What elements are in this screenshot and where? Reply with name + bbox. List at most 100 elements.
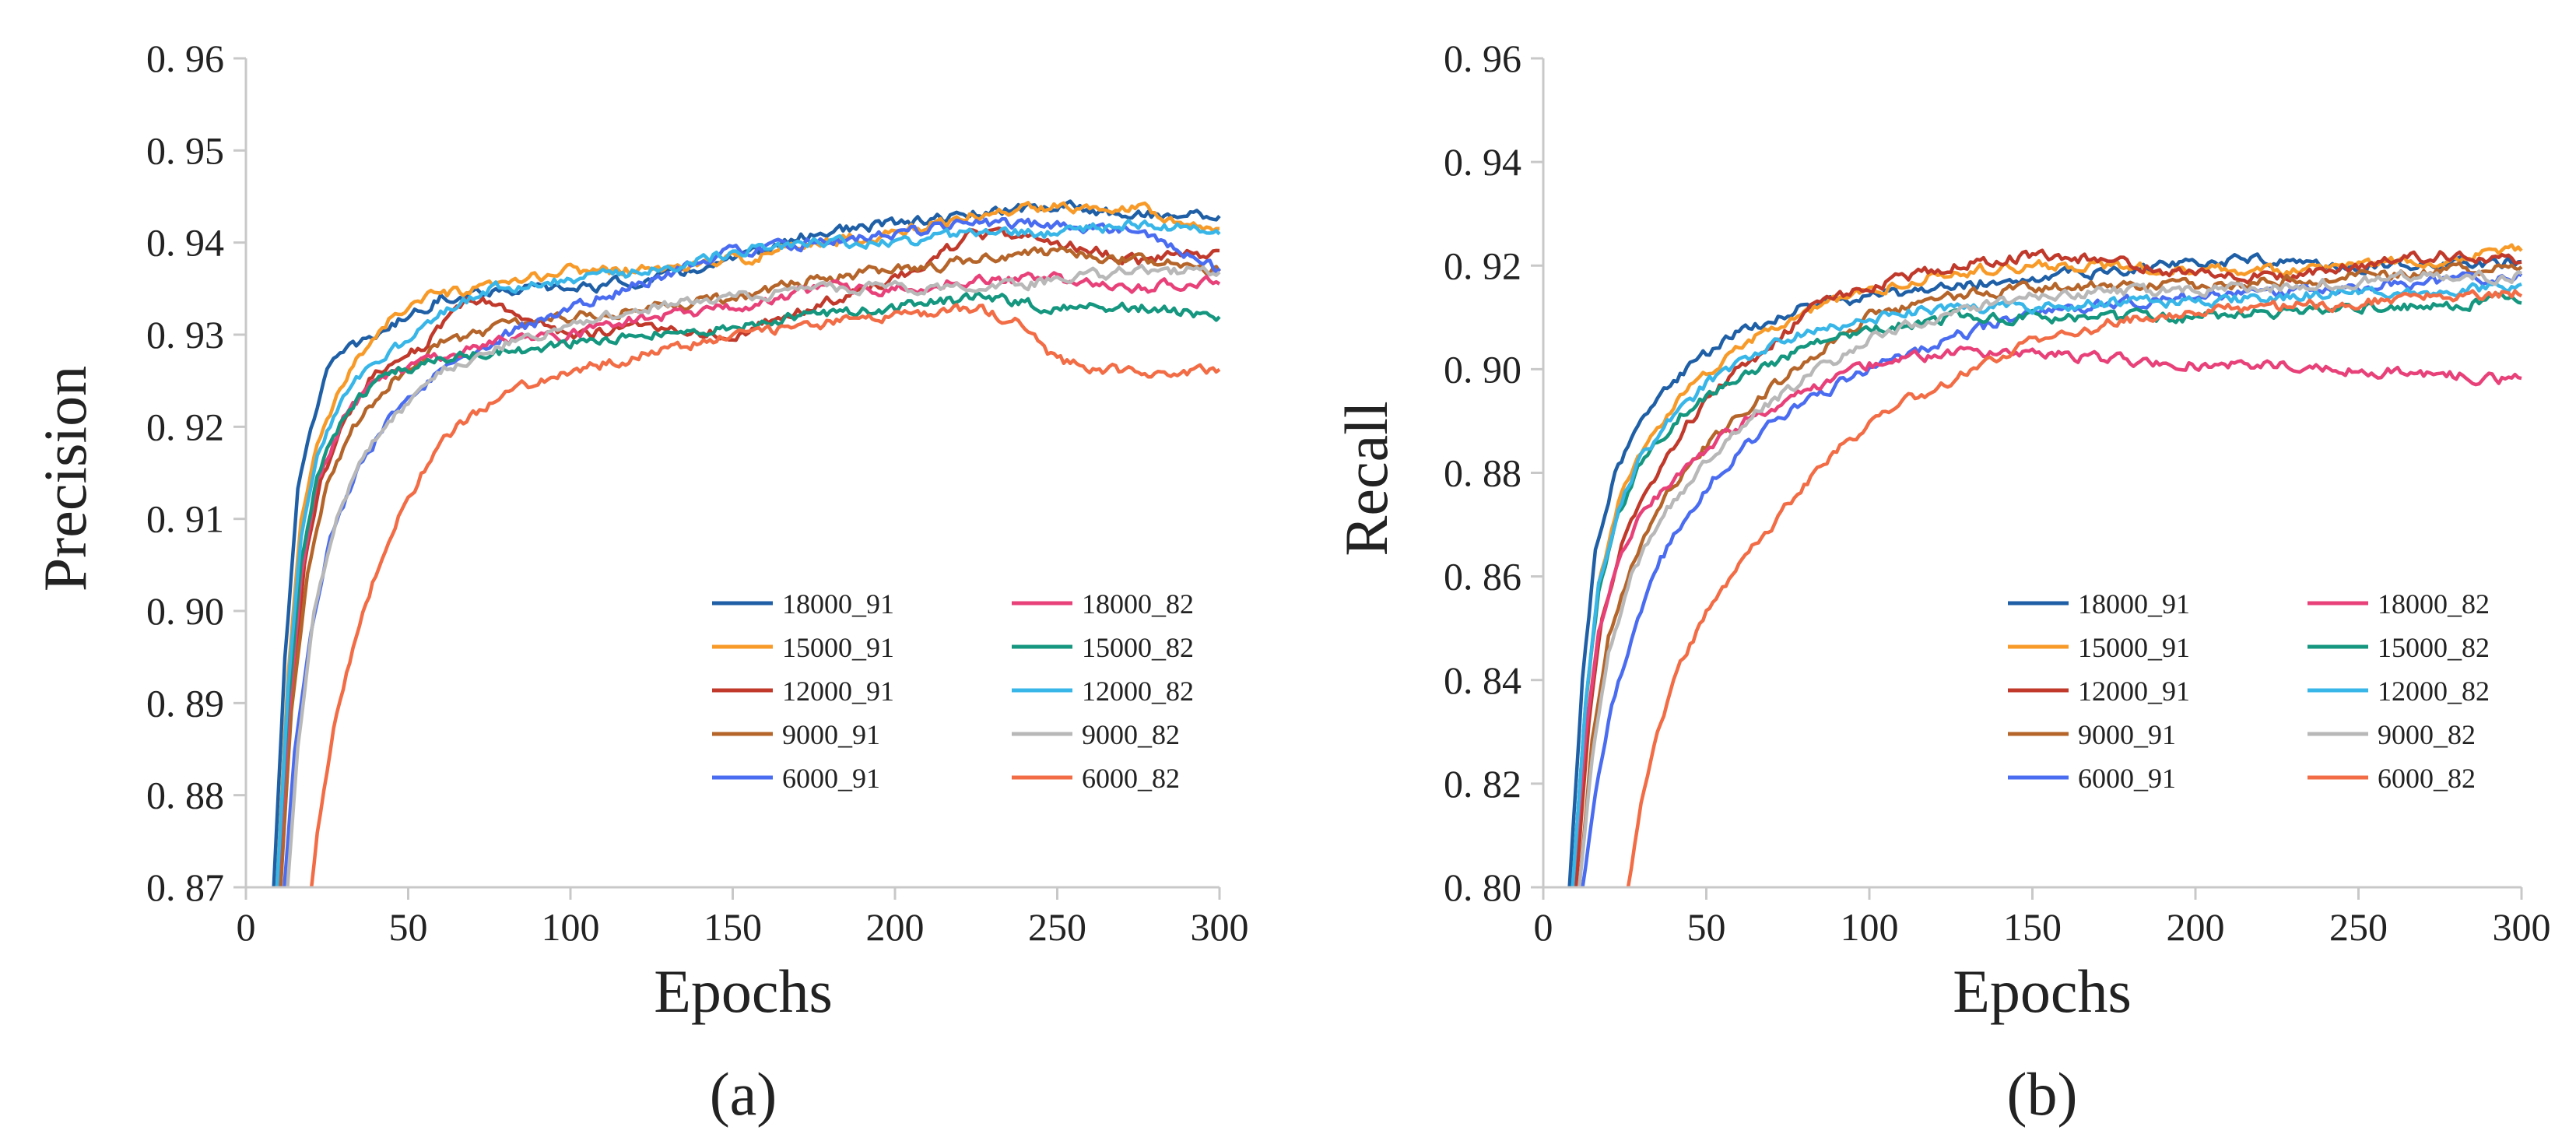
legend-item: 6000_91 [712, 763, 880, 794]
x-tick-label: 200 [866, 905, 925, 949]
y-tick-label: 0. 86 [1444, 555, 1521, 599]
legend-item: 15000_91 [2008, 632, 2190, 663]
legend-label: 9000_91 [782, 719, 880, 750]
legend-label: 6000_82 [2378, 763, 2476, 794]
panel-a-y-axis-title: Precision [31, 366, 99, 592]
legend-item: 18000_82 [1012, 588, 1194, 620]
panel-a-legend: 18000_91 15000_91 12000_91 9000_91 6000_91 18… [712, 588, 1194, 794]
legend-label: 6000_82 [1082, 763, 1180, 794]
y-tick-label: 0. 93 [146, 313, 224, 356]
x-tick-label: 300 [1191, 905, 1249, 949]
y-tick-label: 0. 82 [1444, 762, 1521, 806]
panel-b-series-group [1567, 243, 2523, 887]
series-line-15000-91 [1571, 243, 2523, 887]
legend-label: 18000_91 [2078, 588, 2190, 620]
panel-b-axes: 0. 80 0. 82 0. 84 0. 86 0. 88 0. 90 0. 92 0. 94… [1444, 37, 2551, 949]
legend-item: 12000_82 [2308, 676, 2490, 707]
y-tick-label: 0. 87 [146, 865, 224, 909]
legend-label: 18000_82 [2378, 588, 2490, 620]
legend-label: 9000_82 [1082, 719, 1180, 750]
y-tick-label: 0. 88 [146, 774, 224, 817]
legend-item: 12000_91 [712, 676, 894, 707]
panel-b-label: (b) [2007, 1060, 2078, 1128]
panel-a-series-group [272, 199, 1221, 887]
y-tick-label: 0. 95 [146, 128, 224, 172]
panel-b-legend: 18000_91 15000_91 12000_91 9000_91 6000_91 18… [2008, 588, 2490, 794]
legend-label: 9000_91 [2078, 719, 2176, 750]
legend-label: 15000_82 [2378, 632, 2490, 663]
x-tick-label: 50 [1687, 905, 1726, 949]
legend-label: 12000_82 [1082, 676, 1194, 707]
y-tick-label: 0. 94 [146, 221, 224, 265]
legend-item: 15000_82 [1012, 632, 1194, 663]
series-line-18000-82 [275, 271, 1221, 887]
series-line-15000-82 [1571, 292, 2522, 887]
y-tick-label: 0. 89 [146, 681, 224, 725]
legend-label: 12000_91 [2078, 676, 2190, 707]
legend-label: 15000_91 [2078, 632, 2190, 663]
series-line-12000-91 [1574, 248, 2522, 887]
series-line-18000-91 [1567, 252, 2522, 887]
series-line-9000-82 [1577, 269, 2522, 887]
legend-item: 15000_91 [712, 632, 894, 663]
legend-label: 6000_91 [2078, 763, 2176, 794]
y-tick-label: 0. 94 [1444, 140, 1521, 184]
series-line-6000-82 [309, 303, 1221, 887]
legend-item: 12000_82 [1012, 676, 1194, 707]
legend-label: 15000_91 [782, 632, 894, 663]
legend-item: 18000_91 [2008, 588, 2190, 620]
x-tick-label: 200 [2167, 905, 2225, 949]
x-tick-label: 50 [389, 905, 428, 949]
y-tick-label: 0. 96 [146, 37, 224, 80]
legend-item: 6000_82 [2308, 763, 2476, 794]
x-tick-label: 0 [1534, 905, 1553, 949]
panel-b-x-axis-title: Epochs [1953, 957, 2132, 1025]
legend-item: 15000_82 [2308, 632, 2490, 663]
x-tick-label: 100 [542, 905, 600, 949]
y-tick-label: 0. 90 [146, 589, 224, 633]
y-tick-label: 0. 80 [1444, 865, 1521, 909]
x-tick-label: 100 [1841, 905, 1899, 949]
legend-item: 9000_82 [1012, 719, 1180, 750]
series-line-9000-82 [286, 263, 1221, 887]
series-line-12000-82 [275, 219, 1221, 887]
legend-item: 9000_91 [2008, 719, 2176, 750]
x-tick-label: 0 [237, 905, 256, 949]
panel-b-y-axis-title: Recall [1332, 401, 1400, 556]
legend-label: 15000_82 [1082, 632, 1194, 663]
series-line-12000-82 [1571, 281, 2522, 887]
y-tick-label: 0. 88 [1444, 451, 1521, 495]
legend-label: 12000_82 [2378, 676, 2490, 707]
panel-a-precision-chart: 0. 87 0. 88 0. 89 0. 90 0. 91 0. 92 0. 93 0. 94… [31, 37, 1249, 1128]
x-tick-label: 250 [1028, 905, 1086, 949]
series-line-15000-82 [275, 292, 1221, 887]
legend-label: 6000_91 [782, 763, 880, 794]
x-tick-label: 150 [2003, 905, 2062, 949]
panel-a-label: (a) [710, 1060, 777, 1128]
panel-a-axes: 0. 87 0. 88 0. 89 0. 90 0. 91 0. 92 0. 93 0. 94… [146, 37, 1249, 949]
series-line-15000-91 [275, 201, 1220, 887]
legend-item: 12000_91 [2008, 676, 2190, 707]
series-line-6000-82 [1626, 289, 2523, 887]
y-tick-label: 0. 84 [1444, 658, 1521, 702]
panel-b-recall-chart: 0. 80 0. 82 0. 84 0. 86 0. 88 0. 90 0. 92 0. 94… [1332, 37, 2551, 1128]
panel-a-x-axis-title: Epochs [654, 957, 833, 1025]
series-line-6000-91 [1581, 271, 2523, 887]
legend-item: 18000_82 [2308, 588, 2490, 620]
legend-item: 6000_82 [1012, 763, 1180, 794]
y-tick-label: 0. 92 [146, 405, 224, 448]
legend-item: 9000_91 [712, 719, 880, 750]
legend-label: 18000_82 [1082, 588, 1194, 620]
legend-item: 18000_91 [712, 588, 894, 620]
legend-label: 9000_82 [2378, 719, 2476, 750]
y-tick-label: 0. 91 [146, 497, 224, 541]
legend-item: 9000_82 [2308, 719, 2476, 750]
legend-label: 12000_91 [782, 676, 894, 707]
x-tick-label: 250 [2329, 905, 2388, 949]
y-tick-label: 0. 96 [1444, 37, 1521, 80]
legend-label: 18000_91 [782, 588, 894, 620]
x-tick-label: 300 [2493, 905, 2551, 949]
x-tick-label: 150 [704, 905, 762, 949]
y-tick-label: 0. 92 [1444, 244, 1521, 287]
